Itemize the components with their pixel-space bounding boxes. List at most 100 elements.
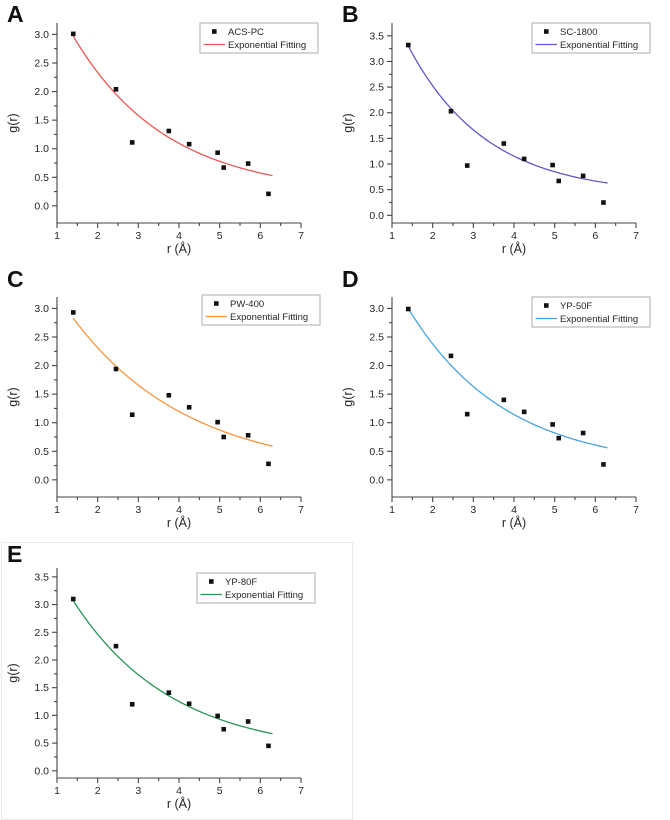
axes bbox=[387, 23, 637, 228]
panel-label-c: C bbox=[7, 266, 25, 292]
data-point bbox=[245, 161, 251, 166]
svg-text:5: 5 bbox=[217, 785, 223, 797]
legend-box bbox=[199, 22, 319, 54]
svg-text:5: 5 bbox=[217, 230, 223, 242]
svg-text:3: 3 bbox=[135, 785, 141, 797]
svg-text:1: 1 bbox=[389, 504, 395, 516]
svg-text:3.0: 3.0 bbox=[34, 303, 49, 315]
fit-line bbox=[72, 35, 273, 177]
legend-marker-square bbox=[212, 29, 217, 34]
data-point bbox=[186, 701, 192, 707]
data-point bbox=[464, 163, 470, 168]
svg-text:1.5: 1.5 bbox=[34, 115, 49, 127]
data-point bbox=[113, 366, 119, 372]
svg-text:2: 2 bbox=[430, 230, 436, 242]
axes bbox=[387, 297, 637, 502]
data-point bbox=[580, 173, 586, 179]
panel-label-b: B bbox=[342, 1, 360, 27]
legend-series-label: SC-1800 bbox=[560, 27, 598, 38]
legend: YP-50F Exponential Fitting bbox=[531, 296, 651, 328]
svg-text:0.0: 0.0 bbox=[34, 765, 49, 777]
svg-text:4: 4 bbox=[176, 785, 182, 797]
data-point bbox=[129, 140, 135, 145]
x-axis-label: r (Å) bbox=[502, 241, 526, 256]
svg-text:7: 7 bbox=[298, 504, 304, 516]
y-axis-label: g(r) bbox=[341, 387, 355, 406]
legend-series-label: YP-80F bbox=[225, 577, 257, 588]
data-points bbox=[70, 310, 271, 467]
data-point bbox=[464, 411, 470, 417]
fit-line bbox=[72, 600, 273, 735]
legend-fit-label: Exponential Fitting bbox=[225, 590, 303, 601]
legend-box bbox=[531, 22, 651, 54]
data-point bbox=[556, 435, 562, 441]
svg-text:2: 2 bbox=[95, 785, 101, 797]
panel-label-d: D bbox=[342, 266, 360, 292]
svg-text:6: 6 bbox=[592, 504, 598, 516]
svg-text:2.5: 2.5 bbox=[369, 82, 384, 94]
tick-labels: 1 2 3 4 5 6 7 0.0 0.5 1.0 1.5 2.0 2.5 3.0 3.5 bbox=[369, 30, 639, 242]
legend: YP-80F Exponential Fitting bbox=[196, 572, 316, 604]
data-point bbox=[556, 178, 562, 184]
data-point bbox=[245, 432, 251, 438]
data-point bbox=[405, 306, 411, 312]
tick-labels: 1 2 3 4 5 6 7 0.0 0.5 1.0 1.5 2.0 2.5 3.0 3.5 bbox=[34, 571, 304, 797]
legend-fit-label: Exponential Fitting bbox=[228, 40, 306, 51]
data-point bbox=[166, 690, 172, 695]
svg-text:3.5: 3.5 bbox=[369, 30, 384, 42]
data-point bbox=[70, 596, 76, 602]
svg-text:0.0: 0.0 bbox=[34, 200, 49, 212]
svg-text:5: 5 bbox=[552, 230, 558, 242]
svg-text:0.5: 0.5 bbox=[34, 738, 49, 750]
svg-text:4: 4 bbox=[176, 230, 182, 242]
svg-text:7: 7 bbox=[298, 785, 304, 797]
data-point bbox=[501, 397, 507, 403]
y-axis-label: g(r) bbox=[6, 387, 20, 406]
data-point bbox=[221, 434, 227, 440]
panel-label-e: E bbox=[7, 541, 23, 567]
legend-marker-square bbox=[209, 579, 214, 584]
svg-text:1: 1 bbox=[389, 230, 395, 242]
data-point bbox=[215, 713, 220, 719]
x-axis-label: r (Å) bbox=[167, 796, 191, 811]
tick-labels: 1 2 3 4 5 6 7 0.0 0.5 1.0 1.5 2.0 2.5 3.0 bbox=[369, 303, 639, 516]
legend: SC-1800 Exponential Fitting bbox=[531, 22, 651, 54]
svg-text:1.5: 1.5 bbox=[369, 389, 384, 401]
svg-text:1.0: 1.0 bbox=[34, 710, 49, 722]
data-point bbox=[580, 430, 586, 436]
svg-text:1.5: 1.5 bbox=[34, 682, 49, 694]
y-axis-label: g(r) bbox=[6, 113, 20, 132]
data-point bbox=[601, 200, 606, 205]
data-point bbox=[113, 86, 119, 92]
svg-text:4: 4 bbox=[176, 504, 182, 516]
data-point bbox=[521, 156, 527, 162]
svg-text:2.5: 2.5 bbox=[369, 332, 384, 344]
data-point bbox=[215, 150, 220, 156]
svg-text:7: 7 bbox=[633, 504, 639, 516]
plot-a-svg: 1 2 3 4 5 6 7 0.0 0.5 1.0 1.5 2.0 2.5 3.0 r (Å) g(r) ACS… bbox=[6, 22, 319, 256]
svg-text:3: 3 bbox=[135, 230, 141, 242]
data-point bbox=[186, 404, 192, 410]
data-point bbox=[215, 419, 220, 425]
data-point bbox=[113, 643, 119, 649]
panel-e: E 1 2 3 4 5 6 7 0.0 0.5 1.0 1.5 2.0 2.5 3.0 3.5 r (Å) g(… bbox=[0, 530, 352, 820]
legend-marker-square bbox=[544, 29, 549, 34]
data-point bbox=[601, 462, 606, 467]
legend-box bbox=[531, 296, 651, 328]
svg-text:0.0: 0.0 bbox=[369, 474, 384, 486]
plot-b-svg: 1 2 3 4 5 6 7 0.0 0.5 1.0 1.5 2.0 2.5 3.0 3.5 r (Å) g(r)… bbox=[341, 22, 651, 256]
svg-text:1.0: 1.0 bbox=[34, 417, 49, 429]
data-points bbox=[70, 31, 271, 197]
x-axis-label: r (Å) bbox=[502, 515, 526, 530]
data-point bbox=[448, 108, 454, 114]
svg-text:6: 6 bbox=[257, 785, 263, 797]
svg-text:2.0: 2.0 bbox=[34, 654, 49, 666]
x-axis-label: r (Å) bbox=[167, 241, 191, 256]
fit-line bbox=[407, 308, 608, 449]
svg-text:2: 2 bbox=[430, 504, 436, 516]
data-point bbox=[129, 412, 135, 418]
data-point bbox=[550, 162, 555, 168]
svg-text:6: 6 bbox=[257, 504, 263, 516]
data-point bbox=[129, 702, 135, 707]
legend-marker-square bbox=[214, 301, 219, 306]
